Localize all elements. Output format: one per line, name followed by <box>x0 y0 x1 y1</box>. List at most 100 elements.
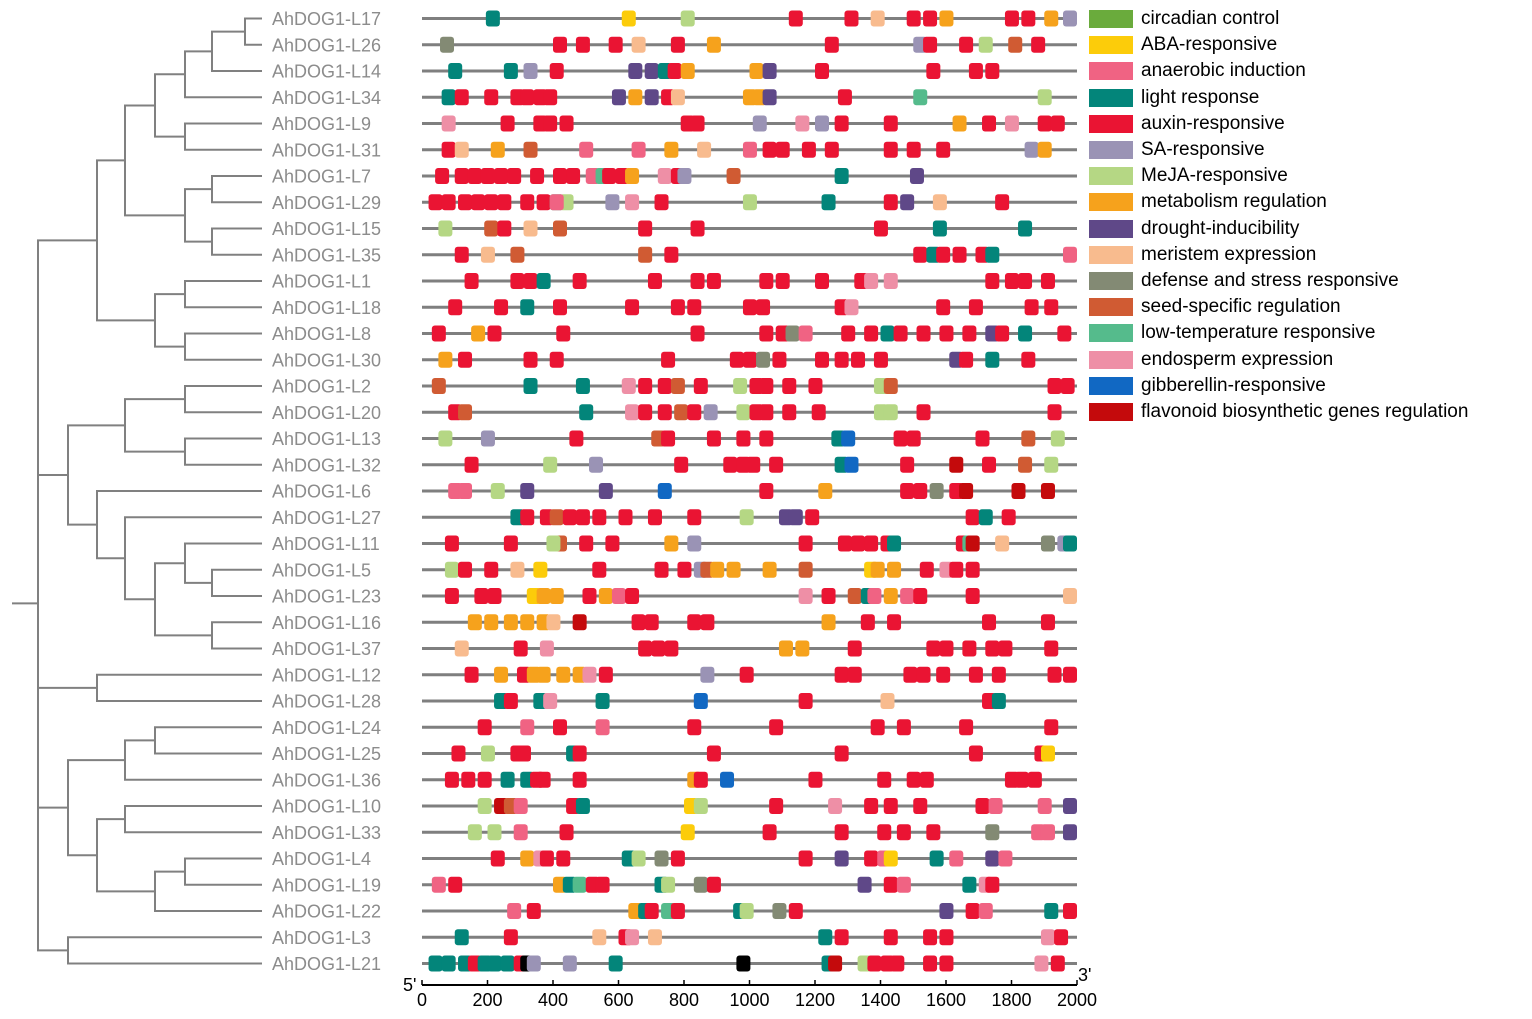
cis-element <box>982 115 997 132</box>
gene-labels: AhDOG1-L17 AhDOG1-L26 AhDOG1-L14 AhDOG1-L34… <box>272 9 381 974</box>
cis-element <box>726 168 741 184</box>
cis-element <box>1018 456 1033 473</box>
cis-element <box>480 745 495 762</box>
cis-element <box>520 850 535 867</box>
legend-label: low-temperature responsive <box>1141 322 1376 344</box>
legend-swatch <box>1089 350 1133 369</box>
gene-label: AhDOG1-L27 <box>272 508 381 528</box>
cis-element <box>628 89 643 106</box>
cis-element <box>575 378 590 394</box>
cis-element <box>1060 378 1075 394</box>
gene-track <box>422 430 1077 447</box>
legend-item: MeJA-responsive <box>1089 163 1529 189</box>
cis-element <box>968 63 983 79</box>
cis-element <box>467 824 482 841</box>
cis-element <box>621 10 636 27</box>
legend-swatch <box>1089 324 1133 343</box>
cis-element <box>1024 299 1039 316</box>
cis-element <box>706 430 721 447</box>
cis-element <box>1054 929 1069 946</box>
cis-element <box>939 929 954 946</box>
cis-element <box>477 719 492 736</box>
cis-element <box>900 588 915 604</box>
cis-element <box>720 771 735 788</box>
cis-element <box>985 876 1000 893</box>
cis-element <box>674 456 689 473</box>
gene-label: AhDOG1-L24 <box>272 718 381 738</box>
cis-element <box>687 404 702 421</box>
cis-element <box>667 63 682 79</box>
gene-track <box>422 955 1077 972</box>
gene-label: AhDOG1-L18 <box>272 298 381 318</box>
cis-element <box>913 588 928 604</box>
cis-element <box>932 220 947 237</box>
legend-swatch <box>1089 245 1133 264</box>
cis-element <box>566 168 581 184</box>
legend-item: defense and stress responsive <box>1089 268 1529 294</box>
cis-element <box>441 141 456 158</box>
cis-element <box>883 115 898 132</box>
tree-branch <box>184 188 212 243</box>
cis-element <box>523 351 538 368</box>
cis-element <box>769 798 784 814</box>
cis-element <box>628 63 643 79</box>
legend-item: seed-specific regulation <box>1089 294 1529 320</box>
cis-element <box>536 273 551 289</box>
cis-element <box>1034 955 1049 972</box>
cis-element <box>851 535 866 552</box>
cis-element <box>824 141 839 158</box>
x-tick-label: 1400 <box>860 990 900 1010</box>
cis-element <box>484 89 499 106</box>
cis-element <box>975 430 990 447</box>
cis-element <box>440 36 455 53</box>
cis-element <box>887 614 902 631</box>
cis-element <box>703 404 718 421</box>
legend-swatch <box>1089 62 1133 81</box>
legend-swatch <box>1089 114 1133 133</box>
cis-element <box>444 535 459 552</box>
cis-element <box>778 640 793 657</box>
cis-element <box>1050 430 1065 447</box>
cis-element <box>759 430 774 447</box>
cis-element <box>543 456 558 473</box>
legend-item: gibberellin-responsive <box>1089 373 1529 399</box>
cis-element <box>484 561 499 578</box>
gene-label: AhDOG1-L9 <box>272 114 371 134</box>
cis-element <box>926 824 941 841</box>
cis-element <box>559 115 574 132</box>
tree-branch <box>184 437 262 466</box>
gene-track <box>422 63 1077 79</box>
cis-element <box>870 561 885 578</box>
cis-element <box>887 535 902 552</box>
tree-branch <box>154 73 185 138</box>
gene-track <box>422 745 1077 762</box>
cis-element <box>739 666 754 683</box>
cis-element <box>444 588 459 604</box>
cis-element <box>965 903 980 919</box>
cis-element <box>939 325 954 342</box>
cis-element <box>536 588 551 604</box>
legend-label: MeJA-responsive <box>1141 165 1288 187</box>
cis-element <box>929 483 944 499</box>
cis-element <box>592 561 607 578</box>
cis-element <box>670 903 685 919</box>
cis-element <box>841 325 856 342</box>
cis-element <box>670 378 685 394</box>
cis-element <box>680 10 695 27</box>
cis-element <box>923 955 938 972</box>
cis-element <box>638 640 653 657</box>
cis-element <box>520 509 535 526</box>
cis-element <box>926 63 941 79</box>
cis-element <box>500 955 515 972</box>
gene-label: AhDOG1-L17 <box>272 9 381 29</box>
cis-element <box>883 273 898 289</box>
cis-element <box>746 456 761 473</box>
cis-element <box>1004 273 1019 289</box>
cis-element <box>579 535 594 552</box>
cis-element <box>1040 535 1055 552</box>
end-label: 3' <box>1078 965 1091 985</box>
cis-element <box>1047 378 1062 394</box>
cis-element <box>441 194 456 211</box>
cis-element <box>647 509 662 526</box>
cis-element <box>883 850 898 867</box>
